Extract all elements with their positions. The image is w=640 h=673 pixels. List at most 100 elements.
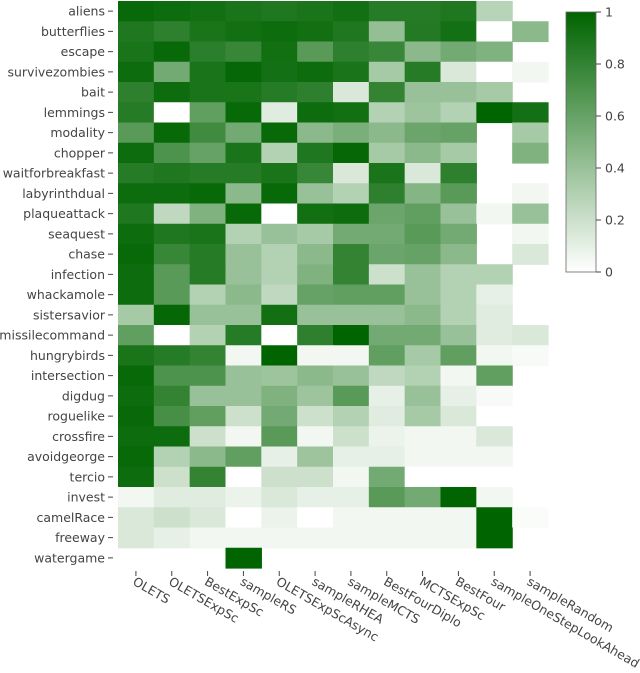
heatmap-cell xyxy=(333,527,370,549)
heatmap-cell xyxy=(225,406,262,427)
heatmap-cell xyxy=(404,304,442,326)
heatmap-cell xyxy=(225,102,262,124)
heatmap-cell xyxy=(440,61,477,83)
heatmap-cell xyxy=(118,284,155,306)
heatmap-cell xyxy=(261,446,298,468)
heatmap-cell xyxy=(368,183,406,205)
heatmap-cell xyxy=(368,102,406,124)
heatmap-cell xyxy=(153,82,191,103)
y-tick-label: seaquest xyxy=(48,226,105,241)
heatmap-cell xyxy=(261,507,298,529)
heatmap-cell xyxy=(440,183,477,205)
heatmap-cell xyxy=(476,82,513,103)
heatmap-cell xyxy=(512,203,549,225)
heatmap-cell xyxy=(440,284,477,306)
heatmap-cell xyxy=(153,365,191,387)
heatmap-cell xyxy=(153,507,191,529)
x-axis-labels: OLETSOLETSExpScBestExpScsampleRSOLETSExp… xyxy=(130,574,640,671)
heatmap-cell xyxy=(404,102,442,124)
heatmap-cell xyxy=(476,264,513,286)
heatmap-cell xyxy=(368,385,406,407)
heatmap-cell xyxy=(118,223,155,245)
heatmap-cell xyxy=(333,345,370,367)
heatmap-cell xyxy=(153,304,191,326)
heatmap-cell xyxy=(189,385,227,407)
heatmap-cell xyxy=(333,1,370,22)
heatmap-cell xyxy=(297,163,334,184)
heatmap-cell xyxy=(261,1,298,22)
heatmap-cell xyxy=(153,487,191,508)
heatmap-cell xyxy=(404,244,442,265)
heatmap-cell xyxy=(476,466,513,488)
heatmap-cell xyxy=(118,142,155,164)
heatmap-cell xyxy=(297,223,334,245)
heatmap-cell xyxy=(440,345,477,367)
heatmap-cell xyxy=(512,21,549,43)
heatmap-cell xyxy=(512,507,549,529)
heatmap-cell xyxy=(118,426,155,448)
heatmap-cell xyxy=(189,102,227,124)
heatmap-cell xyxy=(118,163,155,184)
heatmap-cell xyxy=(189,446,227,468)
heatmap-cell xyxy=(189,163,227,184)
heatmap-cell xyxy=(333,203,370,225)
heatmap-cell xyxy=(404,142,442,164)
heatmap-cell xyxy=(153,21,191,43)
heatmap-cell xyxy=(440,142,477,164)
heatmap-cell xyxy=(261,264,298,286)
heatmap-cell xyxy=(440,102,477,124)
heatmap-cell xyxy=(333,163,370,184)
heatmap-cell xyxy=(189,284,227,306)
heatmap-cell xyxy=(297,325,334,346)
heatmap-cells xyxy=(118,1,549,569)
heatmap-cell xyxy=(297,102,334,124)
y-tick-label: missilecommand xyxy=(0,328,105,343)
heatmap-cell xyxy=(404,203,442,225)
heatmap-cell xyxy=(333,406,370,427)
heatmap-cell xyxy=(297,345,334,367)
heatmap-cell xyxy=(225,122,262,144)
heatmap-cell xyxy=(118,304,155,326)
heatmap-cell xyxy=(333,325,370,346)
heatmap-cell xyxy=(153,264,191,286)
heatmap-cell xyxy=(118,527,155,549)
y-tick-label: whackamole xyxy=(27,287,106,302)
heatmap-cell xyxy=(261,284,298,306)
y-tick-label: chopper xyxy=(54,145,106,160)
heatmap-cell xyxy=(512,183,549,205)
heatmap-cell xyxy=(404,264,442,286)
heatmap-cell xyxy=(153,61,191,83)
heatmap-cell xyxy=(261,527,298,549)
heatmap-cell xyxy=(297,203,334,225)
heatmap-cell xyxy=(368,446,406,468)
heatmap-cell xyxy=(440,507,477,529)
heatmap-cell xyxy=(476,102,513,124)
heatmap-cell xyxy=(333,284,370,306)
heatmap-cell xyxy=(368,466,406,488)
x-axis-ticks xyxy=(135,571,531,576)
heatmap-cell xyxy=(512,122,549,144)
heatmap-cell xyxy=(261,163,298,184)
heatmap-cell xyxy=(118,345,155,367)
heatmap-cell xyxy=(118,61,155,83)
heatmap-cell xyxy=(297,365,334,387)
heatmap-cell xyxy=(261,345,298,367)
heatmap-cell xyxy=(153,142,191,164)
heatmap-cell xyxy=(476,41,513,63)
y-tick-label: chase xyxy=(68,247,105,262)
heatmap-cell xyxy=(189,61,227,83)
heatmap-cell xyxy=(118,203,155,225)
heatmap-cell xyxy=(333,304,370,326)
heatmap-cell xyxy=(368,406,406,427)
heatmap-cell xyxy=(225,264,262,286)
heatmap-cell xyxy=(368,163,406,184)
heatmap-cell xyxy=(225,142,262,164)
heatmap-cell xyxy=(153,41,191,63)
heatmap-cell xyxy=(297,426,334,448)
heatmap-cell xyxy=(368,82,406,103)
heatmap-cell xyxy=(118,1,155,22)
heatmap-cell xyxy=(368,142,406,164)
heatmap-cell xyxy=(297,446,334,468)
heatmap-cell xyxy=(404,365,442,387)
heatmap-cell xyxy=(189,527,227,549)
